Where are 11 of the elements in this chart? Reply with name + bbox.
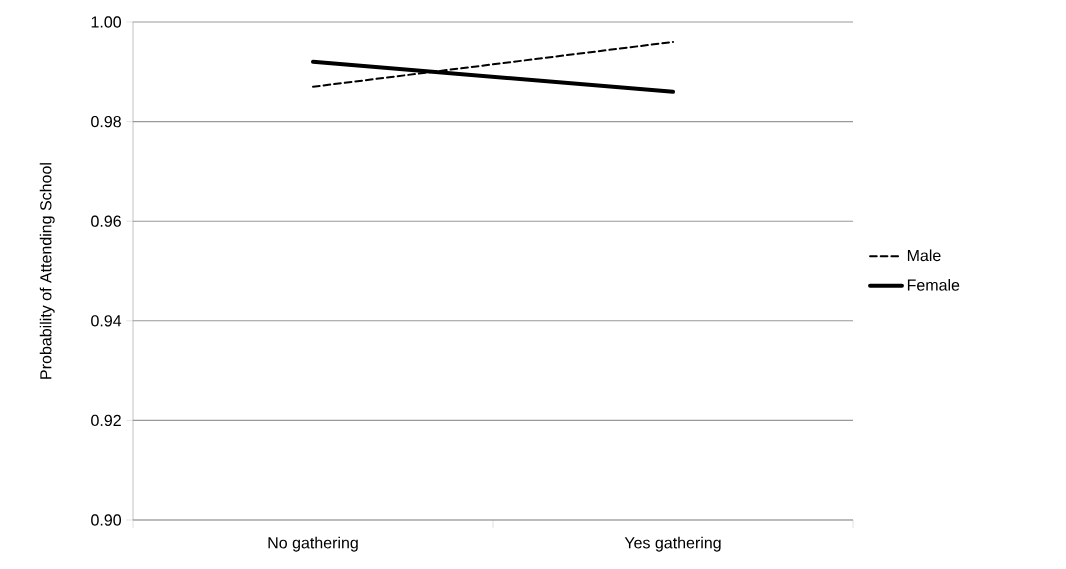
y-tick-label: 0.90 (91, 514, 122, 526)
y-tick-label: 0.98 (91, 115, 121, 128)
legend-label: Male (907, 249, 941, 262)
y-tick-label: 1.00 (91, 16, 122, 28)
x-tick-label: Yes gathering (624, 536, 721, 552)
y-tick-label: 0.94 (91, 315, 122, 327)
x-tick-label: No gathering (268, 536, 358, 552)
y-tick-label: 0.92 (91, 414, 121, 427)
y-tick-label: 0.96 (91, 215, 121, 227)
legend-label: Female (907, 279, 960, 291)
y-axis-title: Probability of Attending School (39, 163, 55, 379)
